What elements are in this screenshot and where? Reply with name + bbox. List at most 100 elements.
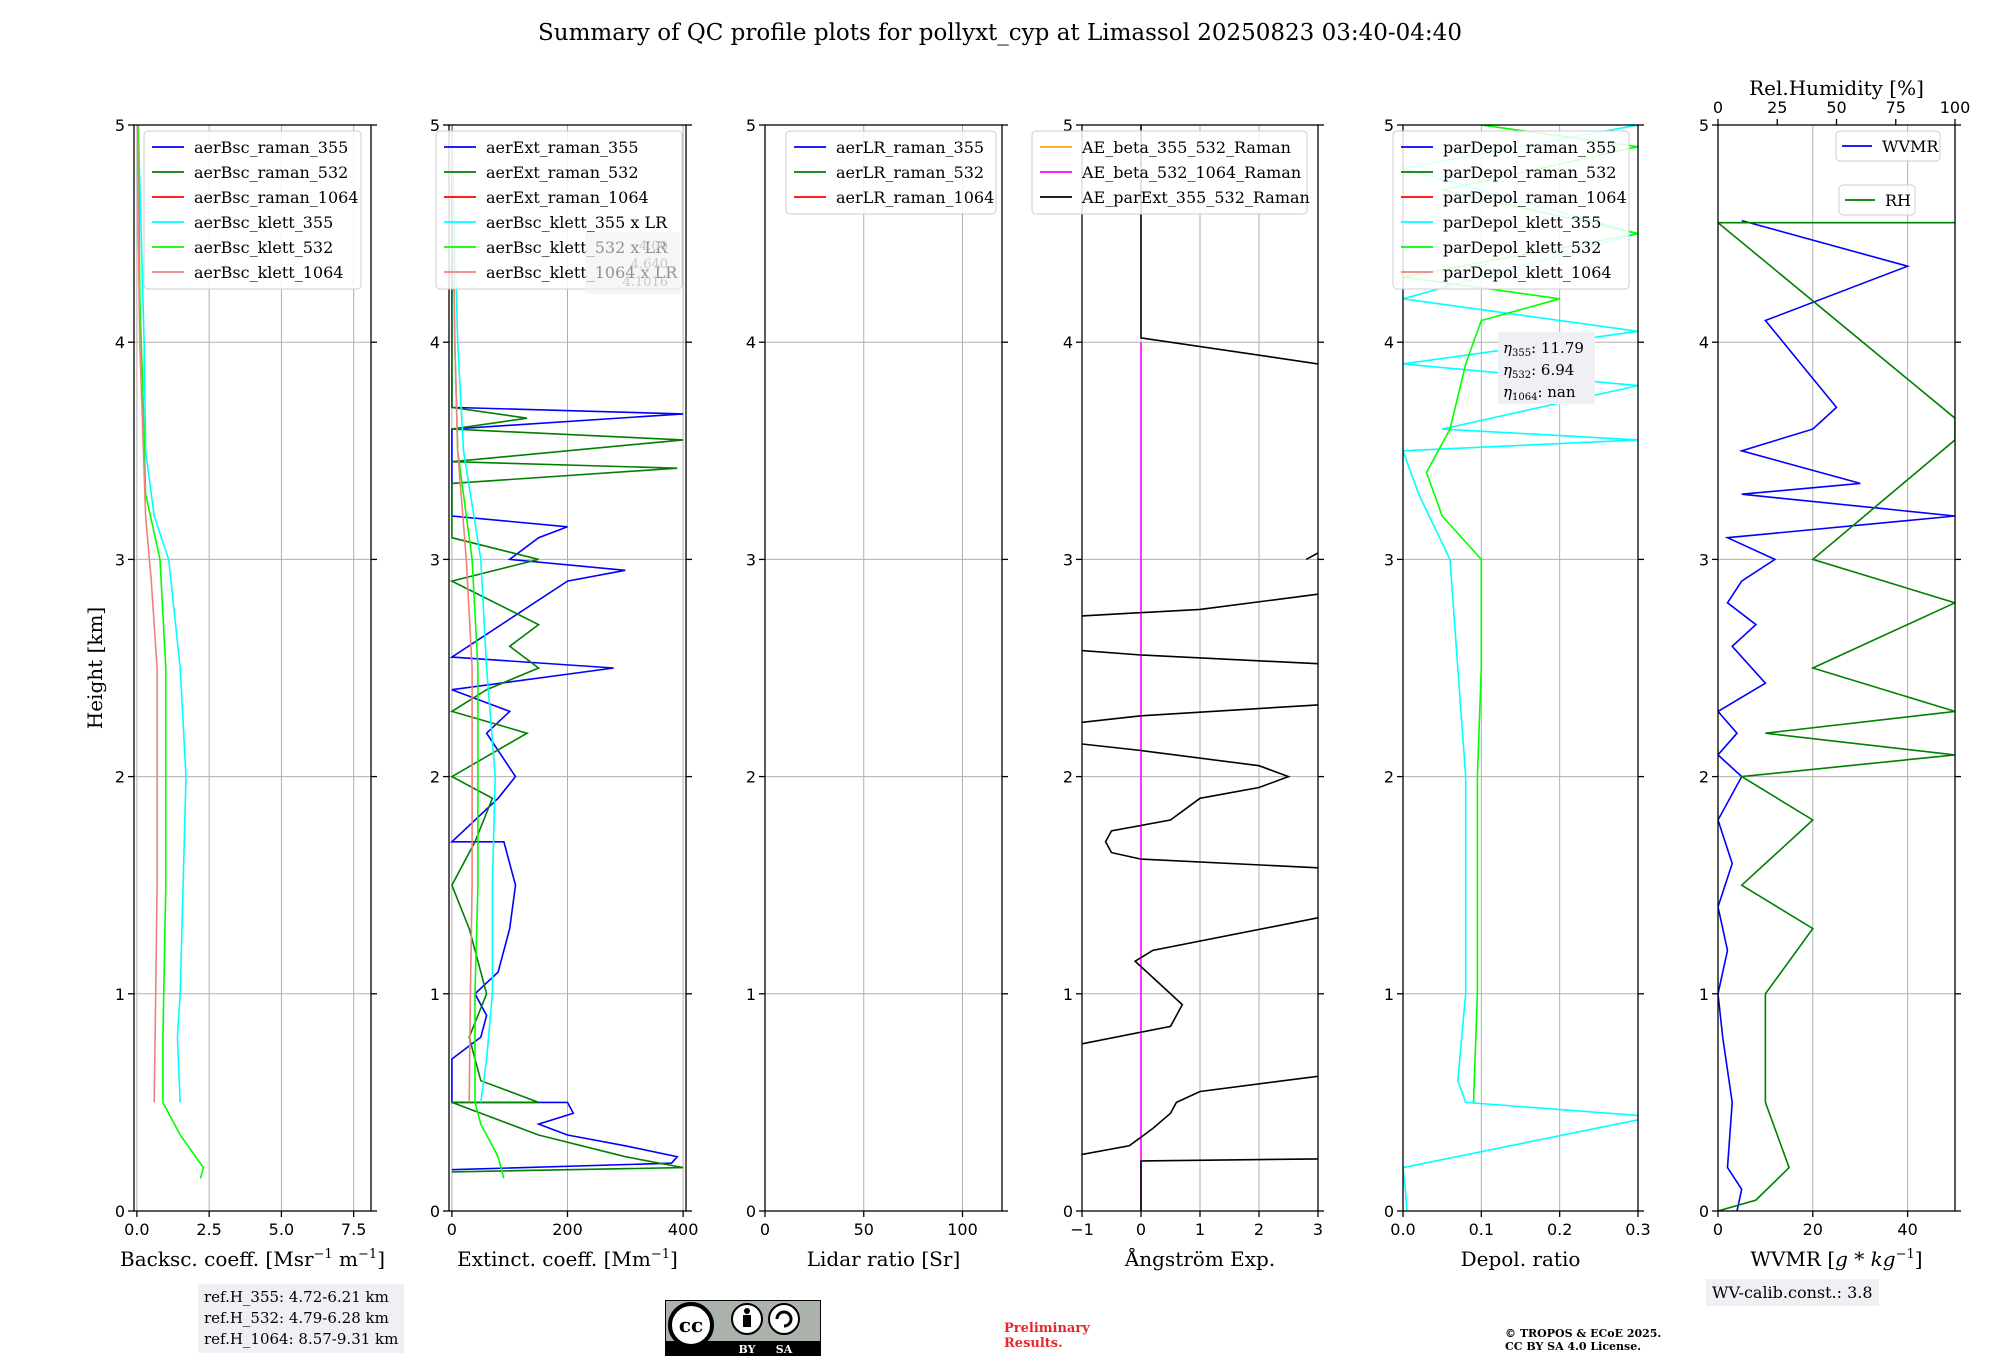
x-tick-label: 0: [1713, 1220, 1723, 1239]
top-x-tick-label: 50: [1826, 98, 1846, 117]
y-tick-label: 1: [115, 985, 125, 1004]
refh-1064: ref.H_1064: 8.57-9.31 km: [204, 1330, 399, 1348]
x-label-mid: m: [333, 1247, 358, 1271]
panel-lidar_ratio: 0 50 100 0 1 2 3 4 5 Lidar ratio [Sr] aerLR_raman_…: [746, 116, 1008, 1271]
y-tick-label: 3: [1699, 550, 1709, 569]
x-label-main: Depol. ratio: [1461, 1247, 1581, 1271]
y-tick-label: 3: [1063, 550, 1073, 569]
legend-label-aerExt_raman_532: aerExt_raman_532: [486, 163, 639, 182]
y-tick-label: 3: [430, 550, 440, 569]
panel-frame: [1717, 124, 1956, 1212]
y-tick-label: 5: [1384, 116, 1394, 135]
badge-sa-label: SA: [776, 1343, 793, 1356]
legend-label-AE_beta_532_1064_Raman: AE_beta_532_1064_Raman: [1081, 163, 1301, 182]
y-tick-label: 3: [1384, 550, 1394, 569]
legend-label-RH: RH: [1885, 191, 1911, 210]
x-tick-label: 0.0: [124, 1220, 149, 1239]
legend-label-aerExt_raman_1064: aerExt_raman_1064: [486, 188, 649, 207]
series-line-RH: [1718, 221, 1955, 1211]
depol-eta: η: [1503, 361, 1512, 379]
x-tick-label: 0: [447, 1220, 457, 1239]
legend-label-parDepol_raman_1064: parDepol_raman_1064: [1443, 188, 1627, 207]
cc-license-badge[interactable]: cc BY SA: [665, 1300, 821, 1356]
x-axis-label: Ångström Exp.: [1124, 1246, 1275, 1271]
depol-value: : nan: [1537, 383, 1575, 401]
x-tick-label: 0.2: [1547, 1220, 1572, 1239]
x-tick-label: 1: [1195, 1220, 1205, 1239]
y-tick-label: 0: [115, 1202, 125, 1221]
x-tick-label: 0.1: [1469, 1220, 1494, 1239]
series-line-parDepol_klett_355: [1403, 125, 1638, 1211]
y-tick-label: 5: [1063, 116, 1073, 135]
x-label-sup2: −1: [358, 1247, 377, 1262]
y-tick-label: 2: [430, 768, 440, 787]
y-tick-label: 1: [1699, 985, 1709, 1004]
y-tick-label: 3: [746, 550, 756, 569]
y-tick-label: 1: [1063, 985, 1073, 1004]
badge-by-label: BY: [739, 1343, 756, 1356]
y-tick-label: 2: [1063, 768, 1073, 787]
panel-extinction: 0 200 400 0 1 2 3 4 5 Extinct. coeff. [Mm−1] aerEx…: [430, 116, 699, 1271]
legend-label-aerBsc_raman_355: aerBsc_raman_355: [194, 138, 348, 157]
x-axis-label: WVMR [g * kg−1]: [1750, 1247, 1922, 1271]
series-line-AE_parExt_355_532_Raman: [1082, 743, 1318, 869]
y-tick-label: 5: [115, 116, 125, 135]
series-line-aerExt_raman_355: [449, 125, 684, 1171]
copyright-note: © TROPOS & ECoE 2025. CC BY SA 4.0 Licen…: [1505, 1327, 1661, 1353]
series-line-AE_parExt_355_532_Raman: [1082, 593, 1318, 617]
x-axis-label: Depol. ratio: [1461, 1247, 1581, 1271]
top-x-tick-label: 25: [1767, 98, 1787, 117]
profile-plots: 0.0 2.5 5.0 7.5 0 1 2 3 4 5 Backsc. coeff. [Msr−1 …: [83, 76, 1970, 1271]
series-line-aerBsc_klett_355: [137, 125, 187, 1103]
x-tick-label: 400: [668, 1220, 699, 1239]
x-label-main: Backsc. coeff. [Msr: [120, 1247, 314, 1271]
y-tick-label: 4: [746, 333, 756, 352]
legend-box: [785, 130, 997, 215]
legend-label-parDepol_klett_355: parDepol_klett_355: [1443, 213, 1601, 232]
series-line-aerBsc_klett_1064: [136, 125, 158, 1103]
x-label-main: Ångström Exp.: [1124, 1246, 1275, 1271]
legend-label-aerBsc_klett_1064: aerBsc_klett_1064: [194, 263, 343, 282]
copyright-line1: © TROPOS & ECoE 2025.: [1505, 1327, 1662, 1340]
x-tick-label: 2.5: [196, 1220, 221, 1239]
depol-value: : 6.94: [1531, 361, 1574, 379]
depol-eta: η: [1503, 339, 1512, 357]
x-tick-label: 2: [1254, 1220, 1264, 1239]
legend-label-aerBsc_klett_355: aerBsc_klett_355: [194, 213, 333, 232]
y-tick-label: 2: [1699, 768, 1709, 787]
y-tick-label: 3: [115, 550, 125, 569]
preliminary-line2: Results.: [1004, 1336, 1063, 1351]
attribution-body: [743, 1315, 751, 1327]
x-label-end: ]: [377, 1247, 385, 1271]
x-label-main: Lidar ratio [Sr]: [807, 1247, 961, 1271]
attribution-head: [744, 1308, 750, 1314]
y-tick-label: 0: [1384, 1202, 1394, 1221]
x-label-end: ]: [1915, 1247, 1923, 1271]
legend-label-aerExt_raman_355: aerExt_raman_355: [486, 138, 639, 157]
y-tick-label: 0: [1699, 1202, 1709, 1221]
y-tick-label: 1: [430, 985, 440, 1004]
legend-label-aerLR_raman_1064: aerLR_raman_1064: [836, 188, 994, 207]
depol-wavelength: 1064: [1512, 392, 1537, 403]
x-tick-label: 50: [854, 1220, 874, 1239]
legend-label-parDepol_raman_355: parDepol_raman_355: [1443, 138, 1616, 157]
depol-info-line: η1064: nan: [1503, 383, 1576, 403]
depol-info-line: η532: 6.94: [1503, 361, 1574, 381]
ext-info-box: [585, 232, 680, 294]
y-tick-label: 5: [1699, 116, 1709, 135]
legend-label-parDepol_raman_532: parDepol_raman_532: [1443, 163, 1616, 182]
x-label-math: g * kg: [1835, 1247, 1895, 1271]
x-label-sup1: −1: [314, 1247, 333, 1262]
x-label-end: ]: [670, 1247, 678, 1271]
series-group: [1718, 219, 1955, 1211]
reference-height-box: ref.H_355: 4.72-6.21 km ref.H_532: 4.79-…: [198, 1284, 405, 1353]
x-tick-label: 3: [1313, 1220, 1323, 1239]
series-line-aerExt_raman_532: [449, 125, 684, 1173]
panel-frame: [1402, 124, 1639, 1212]
wv-calib-box: WV-calib.const.: 3.8: [1706, 1279, 1879, 1306]
legend-box: [1031, 130, 1308, 215]
depol-info-line: η355: 11.79: [1503, 339, 1584, 359]
series-group: [136, 125, 205, 1179]
x-label-sup1: −1: [1896, 1247, 1915, 1262]
